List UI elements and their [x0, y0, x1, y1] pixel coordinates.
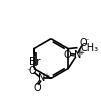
- Text: O: O: [28, 66, 36, 76]
- Text: O: O: [64, 50, 72, 60]
- Text: ⁻: ⁻: [26, 66, 31, 75]
- Text: N: N: [38, 73, 45, 83]
- Text: +: +: [79, 50, 85, 56]
- Text: O: O: [34, 83, 42, 93]
- Text: CH₃: CH₃: [80, 43, 99, 53]
- Text: +: +: [43, 73, 49, 79]
- Text: O: O: [79, 38, 87, 48]
- Text: Br: Br: [29, 57, 41, 67]
- Text: ⁻: ⁻: [84, 37, 89, 46]
- Text: N: N: [74, 50, 81, 60]
